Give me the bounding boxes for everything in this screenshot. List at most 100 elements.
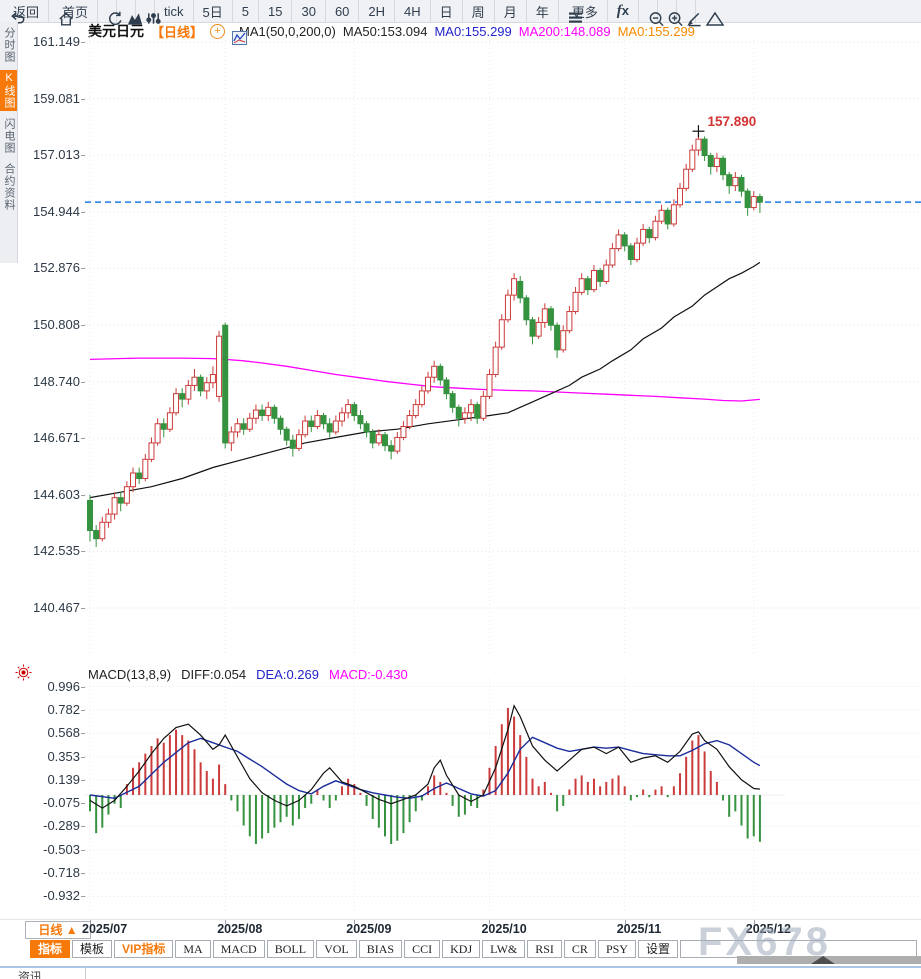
toolbar-button-日[interactable]: 日: [431, 0, 463, 22]
indicator-tab-VIP指标[interactable]: VIP指标: [114, 940, 174, 958]
indicator-tab-模板[interactable]: 模板: [72, 940, 113, 958]
indicator-tab-CCI[interactable]: CCI: [404, 940, 441, 958]
bottom-divider: [0, 966, 921, 968]
toolbar-button-60[interactable]: 60: [326, 0, 360, 22]
toolbar-button-refresh[interactable]: [98, 0, 122, 26]
date-axis-label: 2025/08: [217, 922, 263, 936]
macd-indicator-chart[interactable]: [85, 672, 921, 920]
toolbar-button-label: 5: [241, 3, 249, 19]
price-axis-label: 144.603: [33, 486, 80, 502]
macd-axis-tick: [81, 756, 85, 758]
toolbar-button-triangle[interactable]: [696, 0, 725, 26]
price-axis-tick: [81, 211, 85, 213]
toolbar-button-首页[interactable]: 首页: [49, 0, 99, 26]
price-axis-label: 150.808: [33, 317, 80, 332]
date-axis-label: 2025/11: [616, 922, 662, 936]
candlestick-chart[interactable]: 157.890: [85, 30, 921, 662]
chart-type-sidebar: 分时图 K线图闪电图合约资料: [0, 22, 18, 263]
news-divider: [85, 966, 86, 979]
toolbar-button-更多[interactable]: 更多: [559, 0, 608, 23]
price-axis-tick: [81, 608, 85, 610]
indicator-tab-设置[interactable]: 设置: [637, 940, 678, 958]
ma0-blue-value: MA0:155.299: [434, 23, 512, 39]
indicator-tab-bar: 指标 模板 VIP指标 MA MACD BOLL VOL BIAS CCI KDJ LW& RSI CR…: [30, 940, 917, 958]
toolbar-button-equalizer[interactable]: [136, 0, 161, 24]
price-axis-tick: [81, 551, 85, 553]
indicator-tab-BIAS[interactable]: BIAS: [358, 940, 403, 958]
toolbar-button-2H[interactable]: 2H: [359, 0, 396, 22]
price-axis-tick: [81, 42, 85, 43]
indicator-tab-指标[interactable]: 指标: [30, 940, 71, 958]
toolbar-button-fx[interactable]: fx: [608, 0, 639, 22]
macd-axis-tick: [81, 779, 85, 781]
scrollbar-handle-icon[interactable]: [811, 956, 835, 964]
price-axis-label: 154.944: [33, 203, 80, 219]
toolbar-button-label: 60: [334, 3, 350, 19]
chart-header: 美元日元 【日线】 + MA1(50,0,200,0) MA50:153.094…: [88, 22, 695, 45]
macd-axis-label: -0.503: [43, 841, 80, 857]
toolbar-button-周[interactable]: 周: [463, 0, 495, 22]
macd-axis-label: 0.996: [47, 678, 80, 694]
indicator-tab-KDJ[interactable]: KDJ: [442, 940, 481, 958]
date-axis-tick: [354, 920, 356, 924]
indicator-tab-MA[interactable]: MA: [175, 940, 211, 958]
date-axis-tick: [624, 920, 626, 924]
ma-settings: MA1(50,0,200,0): [239, 23, 336, 39]
toolbar-button-15[interactable]: 15: [259, 0, 293, 22]
dea-value: DEA:0.269: [256, 666, 319, 682]
macd-axis-label: -0.718: [43, 865, 80, 881]
toolbar-button-zoom-in[interactable]: [658, 0, 683, 27]
svg-text:157.890: 157.890: [707, 114, 756, 129]
macd-value: MACD:-0.430: [328, 666, 408, 682]
toolbar-button-pencil[interactable]: [677, 0, 701, 27]
toolbar-button-返回[interactable]: 返回: [0, 0, 50, 24]
macd-axis-tick: [81, 826, 85, 828]
toolbar-button-tick[interactable]: tick: [155, 0, 194, 22]
toolbar-button-label: 2H: [368, 3, 386, 19]
macd-axis-tick: [81, 709, 85, 711]
date-axis-label: 2025/10: [481, 922, 527, 936]
indicator-tab-LW&[interactable]: LW&: [482, 940, 526, 958]
period-tag: 【日线】: [151, 24, 204, 40]
date-axis-tick: [90, 920, 91, 924]
price-axis-label: 152.876: [33, 260, 80, 276]
price-axis-label: 159.081: [33, 90, 80, 106]
axis-divider: [0, 919, 921, 920]
toolbar-button-area-chart[interactable]: [117, 0, 143, 25]
horizontal-scrollbar[interactable]: [737, 956, 921, 964]
toolbar-button-4H[interactable]: 4H: [395, 0, 431, 22]
indicator-tab-RSI[interactable]: RSI: [527, 940, 562, 958]
toolbar-button-年[interactable]: 年: [527, 0, 559, 22]
toolbar: 返回 首页 tick 5日 5 15 30 60 2H 4H 日 周 月 年 更多 fx: [0, 0, 921, 27]
toolbar-button-月[interactable]: 月: [495, 0, 527, 22]
toolbar-button-label: 5日: [202, 4, 223, 20]
price-axis-label: 148.740: [33, 373, 80, 389]
news-tab[interactable]: 资讯: [18, 970, 43, 979]
add-indicator-icon[interactable]: +: [210, 23, 226, 39]
indicator-tab-CR[interactable]: CR: [563, 940, 596, 958]
sidebar-tab-4[interactable]: 合约资料: [3, 163, 15, 211]
macd-header: MACD(13,8,9) DIFF:0.054 DEA:0.269 MACD:-…: [88, 666, 408, 682]
toolbar-button-30[interactable]: 30: [292, 0, 326, 22]
toolbar-button-zoom-out[interactable]: [639, 0, 664, 27]
macd-axis-label: -0.075: [43, 795, 80, 811]
toolbar-button-label: 4H: [404, 3, 421, 19]
macd-axis-tick: [81, 803, 85, 805]
sidebar-tab-2[interactable]: K线图: [0, 70, 17, 111]
indicator-tab-VOL[interactable]: VOL: [316, 940, 357, 958]
macd-axis-label: 0.568: [47, 725, 80, 741]
ma200-value: MA200:148.089: [518, 23, 611, 39]
sidebar-tab-1[interactable]: 分时图: [3, 27, 15, 63]
price-axis-tick: [81, 155, 85, 157]
date-axis-tick: [489, 920, 491, 924]
sidebar-tab-3[interactable]: 闪电图: [3, 118, 15, 154]
indicator-tab-MACD[interactable]: MACD: [212, 940, 265, 958]
indicator-tab-PSY[interactable]: PSY: [597, 940, 636, 958]
indicator-tab-BOLL[interactable]: BOLL: [266, 940, 315, 958]
toolbar-button-5日[interactable]: 5日: [194, 0, 233, 22]
period-selector[interactable]: 日线 ▲: [25, 921, 91, 939]
date-axis-tick: [225, 920, 227, 924]
macd-axis-label: -0.932: [43, 888, 80, 904]
toolbar-button-5[interactable]: 5: [233, 0, 259, 22]
